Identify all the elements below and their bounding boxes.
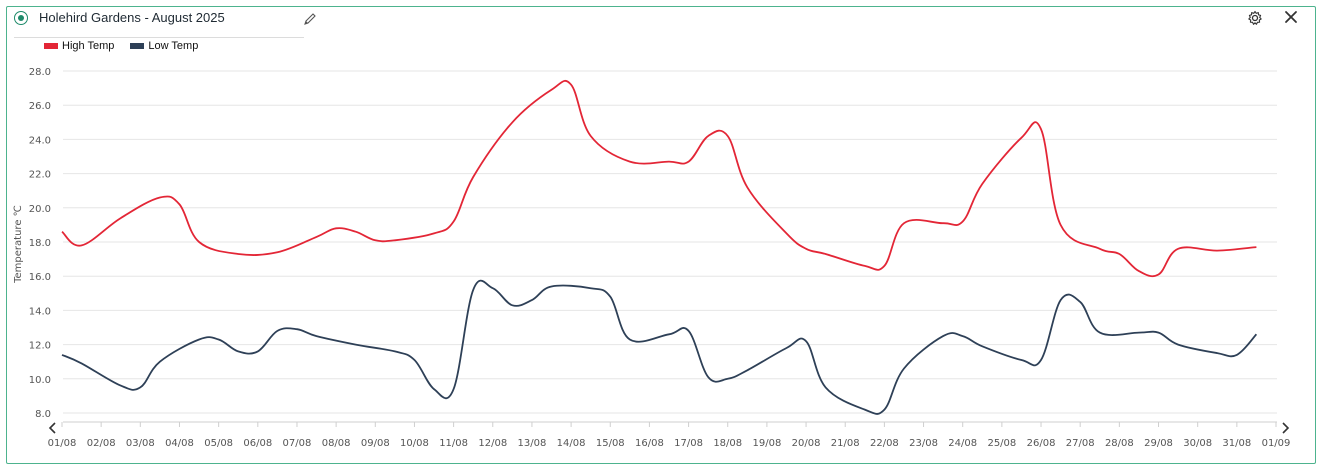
x-tick-label: 22/08: [870, 438, 899, 449]
title-field[interactable]: Holehird Gardens - August 2025: [14, 9, 304, 38]
x-tick-label: 21/08: [831, 438, 860, 449]
legend-item-high[interactable]: High Temp: [44, 40, 114, 52]
legend-label-high: High Temp: [62, 40, 115, 52]
x-tick-label: 02/08: [87, 438, 116, 449]
series-line-low-temp[interactable]: [61, 279, 1258, 415]
y-tick-label: 8.0: [35, 409, 51, 420]
status-dot-icon[interactable]: [14, 11, 28, 25]
gear-icon[interactable]: [1247, 10, 1263, 26]
close-icon[interactable]: [1284, 10, 1298, 24]
chevron-left-icon[interactable]: [48, 422, 56, 434]
y-axis-label: Temperature ℃: [13, 205, 24, 284]
x-tick-label: 28/08: [1105, 438, 1134, 449]
legend-swatch-high: [44, 43, 58, 49]
y-tick-label: 12.0: [29, 341, 51, 352]
x-tick-label: 17/08: [674, 438, 703, 449]
x-tick-label: 01/09: [1262, 438, 1291, 449]
chart-panel: [6, 6, 1316, 464]
x-tick-label: 26/08: [1027, 438, 1056, 449]
x-tick-label: 29/08: [1144, 438, 1173, 449]
x-tick-label: 11/08: [439, 438, 468, 449]
legend-swatch-low: [130, 43, 145, 49]
chevron-right-icon[interactable]: [1282, 422, 1290, 434]
x-tick-label: 08/08: [322, 438, 351, 449]
x-tick-label: 01/08: [48, 438, 77, 449]
x-tick-label: 09/08: [361, 438, 390, 449]
x-tick-label: 03/08: [126, 438, 155, 449]
x-tick-label: 04/08: [165, 438, 194, 449]
chart-title[interactable]: Holehird Gardens - August 2025: [39, 10, 225, 25]
chart-legend: High Temp Low Temp: [44, 40, 198, 52]
y-tick-label: 10.0: [29, 375, 51, 386]
x-tick-label: 13/08: [518, 438, 547, 449]
x-tick-label: 12/08: [478, 438, 507, 449]
y-tick-label: 24.0: [29, 135, 51, 146]
x-tick-label: 25/08: [987, 438, 1016, 449]
y-tick-label: 26.0: [29, 101, 51, 112]
x-tick-label: 16/08: [635, 438, 664, 449]
pencil-icon[interactable]: [303, 12, 317, 26]
y-tick-label: 22.0: [29, 170, 51, 181]
y-tick-label: 20.0: [29, 204, 51, 215]
y-axis-ticks: 8.0 10.0 12.0 14.0 16.0 18.0 20.0 22.0 24.0 26.0 2…: [29, 67, 51, 420]
series-lines: [61, 79, 1258, 415]
x-tick-label: 19/08: [752, 438, 781, 449]
legend-item-low[interactable]: Low Temp: [130, 40, 198, 52]
x-tick-label: 31/08: [1222, 438, 1251, 449]
y-tick-label: 28.0: [29, 67, 51, 78]
x-tick-label: 18/08: [713, 438, 742, 449]
x-tick-label: 30/08: [1183, 438, 1212, 449]
y-tick-label: 14.0: [29, 306, 51, 317]
x-tick-label: 14/08: [557, 438, 586, 449]
legend-label-low: Low Temp: [148, 40, 199, 52]
y-tick-label: 18.0: [29, 238, 51, 249]
grid-lines: [63, 70, 1277, 423]
x-tick-label: 06/08: [243, 438, 272, 449]
y-tick-label: 16.0: [29, 272, 51, 283]
x-tick-label: 20/08: [792, 438, 821, 449]
x-tick-label: 07/08: [283, 438, 312, 449]
x-tick-label: 23/08: [909, 438, 938, 449]
x-tick-label: 10/08: [400, 438, 429, 449]
x-axis-ticks: 01/08 02/08 03/08 04/08 05/08 06/08 07/08 08/08…: [48, 422, 1291, 449]
x-tick-label: 27/08: [1066, 438, 1095, 449]
x-tick-label: 05/08: [204, 438, 233, 449]
series-line-high-temp[interactable]: [61, 79, 1257, 278]
x-tick-label: 15/08: [596, 438, 625, 449]
x-tick-label: 24/08: [948, 438, 977, 449]
